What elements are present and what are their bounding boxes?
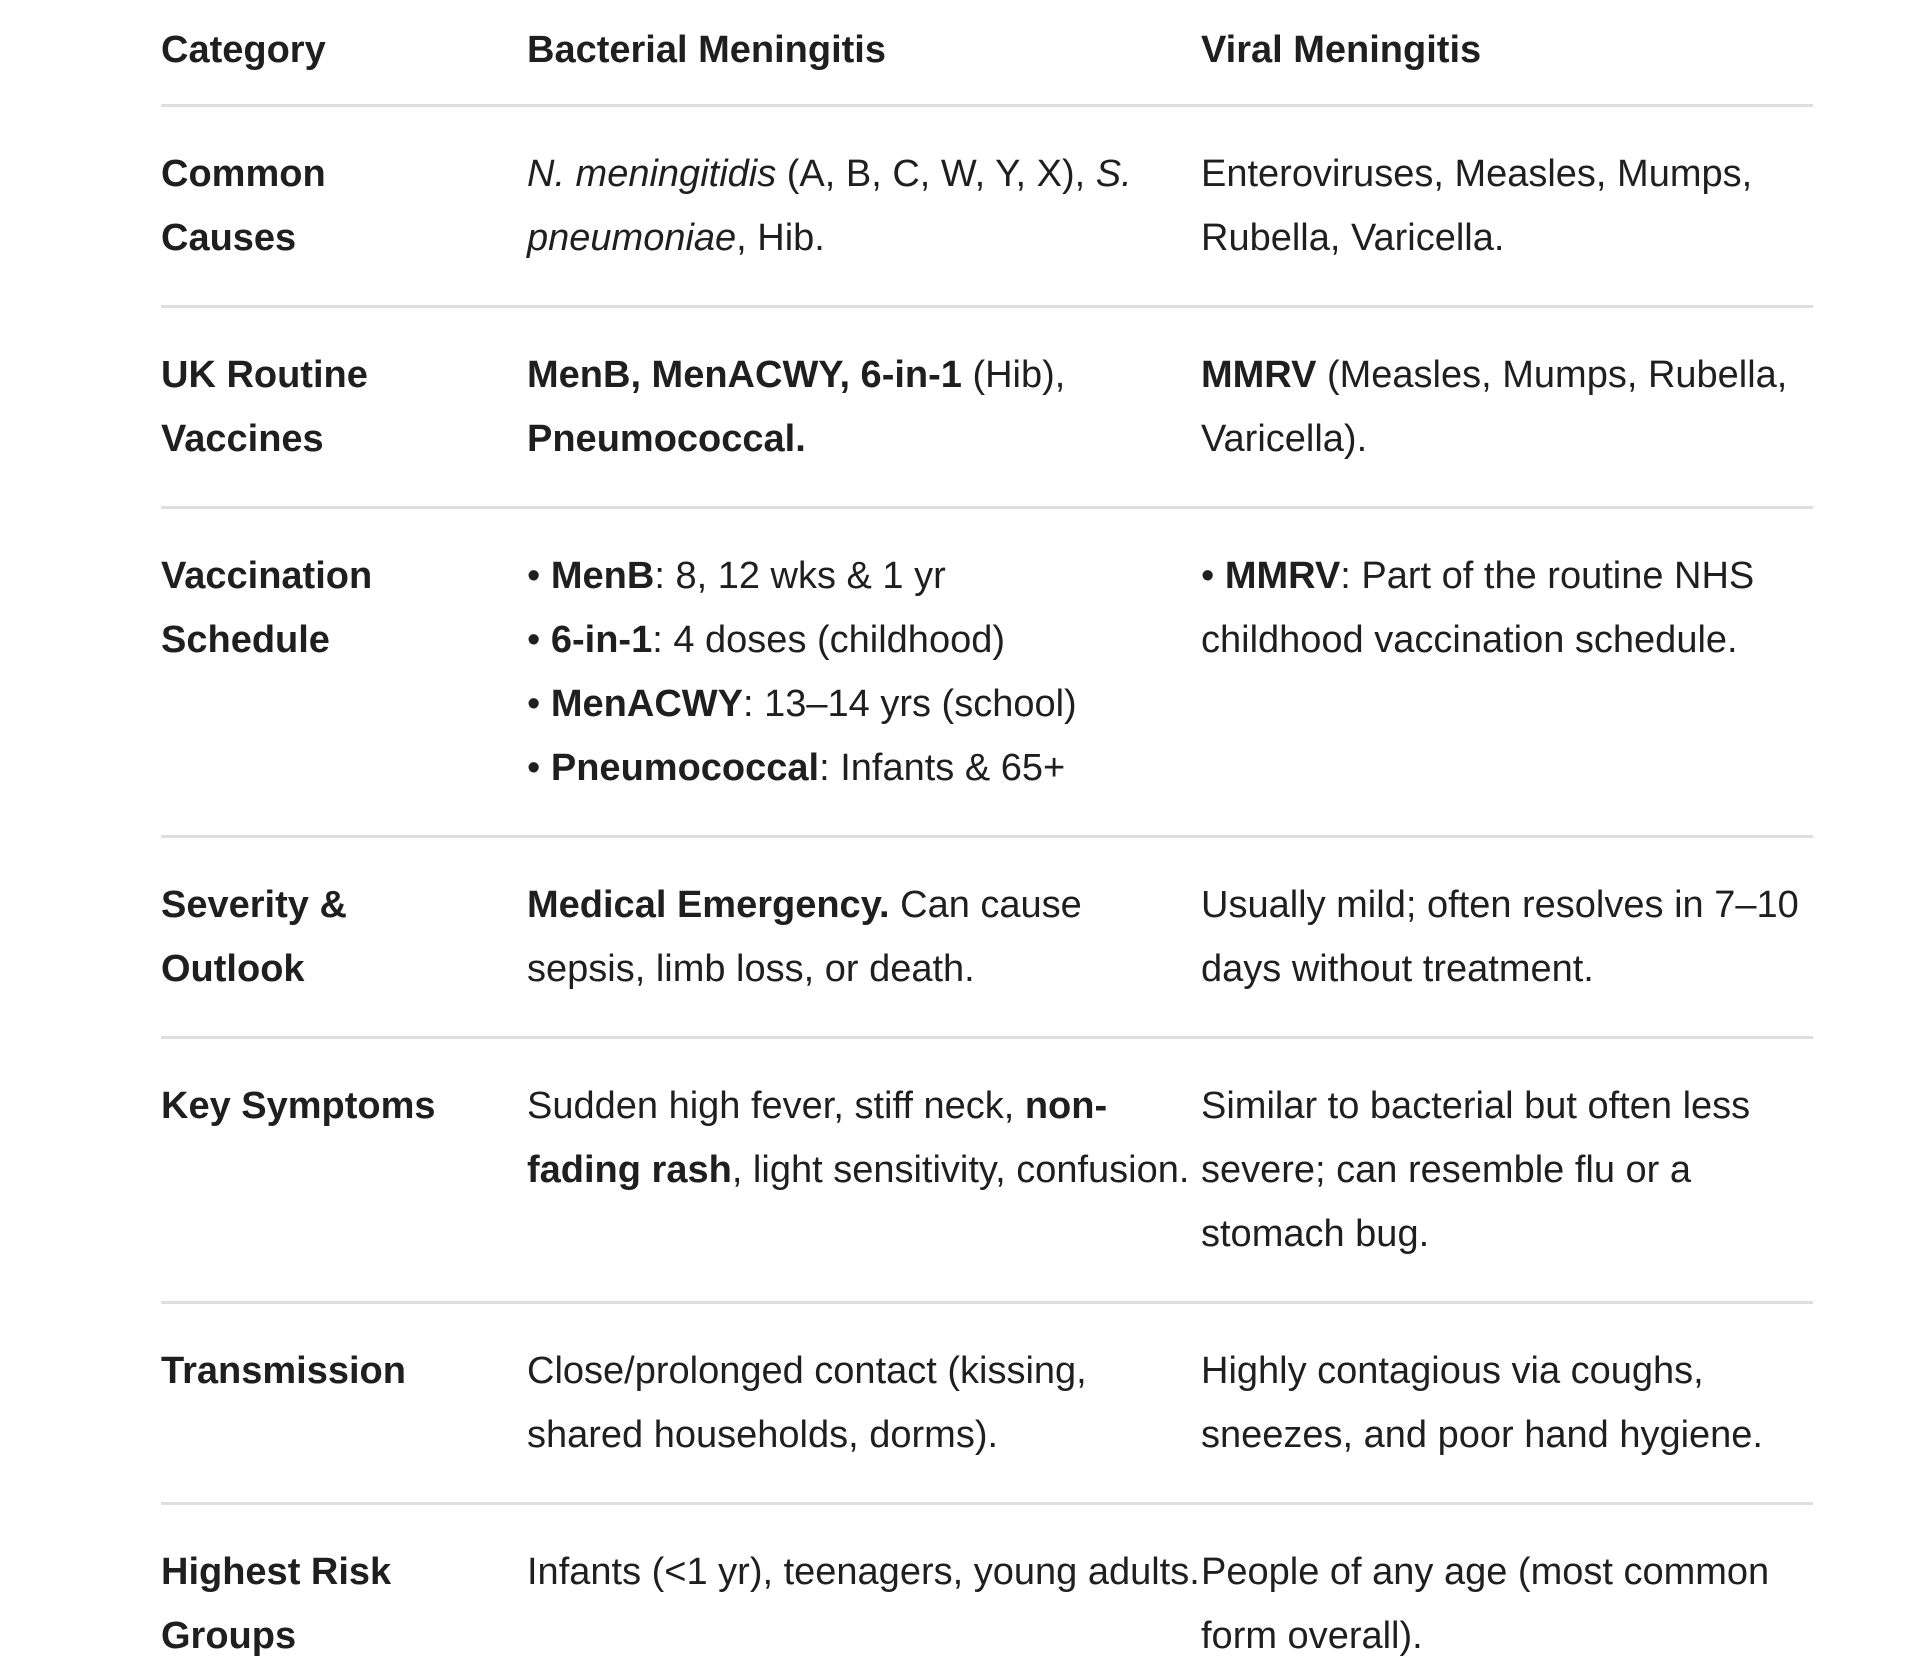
text-run: MenB, MenACWY, 6-in-1 <box>527 354 962 396</box>
content-cell: Sudden high fever, stiff neck, non-fadin… <box>527 1038 1201 1303</box>
text-run: MMRV <box>1225 555 1340 597</box>
bullet-item: Pneumococcal: Infants & 65+ <box>527 736 1201 800</box>
content-cell: MMRV (Measles, Mumps, Rubella, Varicella… <box>1201 307 1813 508</box>
bullet-item: MenB: 8, 12 wks & 1 yr <box>527 544 1201 608</box>
column-header: Viral Meningitis <box>1201 18 1813 106</box>
text-run: (A, B, C, W, Y, X), <box>776 153 1096 195</box>
text-run: MMRV <box>1201 354 1316 396</box>
text-run: : 13–14 yrs (school) <box>743 683 1077 725</box>
content-cell: Infants (<1 yr), teenagers, young adults… <box>527 1504 1201 1668</box>
content-cell: Usually mild; often resolves in 7–10 day… <box>1201 837 1813 1038</box>
bullet-item: 6-in-1: 4 doses (childhood) <box>527 608 1201 672</box>
content-cell: Highly contagious via coughs, sneezes, a… <box>1201 1303 1813 1504</box>
text-run: Enteroviruses, Measles, Mumps, Rubella, … <box>1201 153 1752 259</box>
text-run: Similar to bacterial but often less seve… <box>1201 1085 1750 1255</box>
category-cell: Common Causes <box>161 106 527 307</box>
text-run: Highly contagious via coughs, sneezes, a… <box>1201 1350 1763 1456</box>
table-row: Vaccination ScheduleMenB: 8, 12 wks & 1 … <box>161 508 1813 837</box>
text-run: Medical Emergency. <box>527 884 890 926</box>
category-cell: Vaccination Schedule <box>161 508 527 837</box>
content-cell: MenB: 8, 12 wks & 1 yr6-in-1: 4 doses (c… <box>527 508 1201 837</box>
category-cell: Highest Risk Groups <box>161 1504 527 1668</box>
text-run: : Infants & 65+ <box>819 747 1065 789</box>
text-run: People of any age (most common form over… <box>1201 1551 1769 1657</box>
category-cell: Transmission <box>161 1303 527 1504</box>
bullet-item: MenACWY: 13–14 yrs (school) <box>527 672 1201 736</box>
column-header: Bacterial Meningitis <box>527 18 1201 106</box>
text-run: , light sensitivity, confusion. <box>732 1149 1190 1191</box>
category-cell: UK Routine Vaccines <box>161 307 527 508</box>
text-run: Pneumococcal. <box>527 418 806 460</box>
text-run: Pneumococcal <box>551 747 819 789</box>
category-cell: Severity & Outlook <box>161 837 527 1038</box>
text-run: 6-in-1 <box>551 619 652 661</box>
content-cell: Similar to bacterial but often less seve… <box>1201 1038 1813 1303</box>
text-run: : 4 doses (childhood) <box>652 619 1005 661</box>
text-run: : 8, 12 wks & 1 yr <box>654 555 945 597</box>
text-run: Infants (<1 yr), teenagers, young adults… <box>527 1551 1200 1593</box>
content-cell: Medical Emergency. Can cause sepsis, lim… <box>527 837 1201 1038</box>
column-header: Category <box>161 18 527 106</box>
bullet-item: MMRV: Part of the routine NHS childhood … <box>1201 544 1813 672</box>
category-cell: Key Symptoms <box>161 1038 527 1303</box>
text-run: (Hib), <box>962 354 1065 396</box>
text-run: Usually mild; often resolves in 7–10 day… <box>1201 884 1799 990</box>
content-cell: N. meningitidis (A, B, C, W, Y, X), S. p… <box>527 106 1201 307</box>
text-run: , Hib. <box>736 217 825 259</box>
text-run: Sudden high fever, stiff neck, <box>527 1085 1025 1127</box>
text-run: MenACWY <box>551 683 743 725</box>
text-run: MenB <box>551 555 654 597</box>
content-cell: People of any age (most common form over… <box>1201 1504 1813 1668</box>
content-cell: Close/prolonged contact (kissing, shared… <box>527 1303 1201 1504</box>
content-cell: MMRV: Part of the routine NHS childhood … <box>1201 508 1813 837</box>
text-run: Close/prolonged contact (kissing, shared… <box>527 1350 1087 1456</box>
content-cell: MenB, MenACWY, 6-in-1 (Hib), Pneumococca… <box>527 307 1201 508</box>
content-cell: Enteroviruses, Measles, Mumps, Rubella, … <box>1201 106 1813 307</box>
text-run: N. meningitidis <box>527 153 776 195</box>
